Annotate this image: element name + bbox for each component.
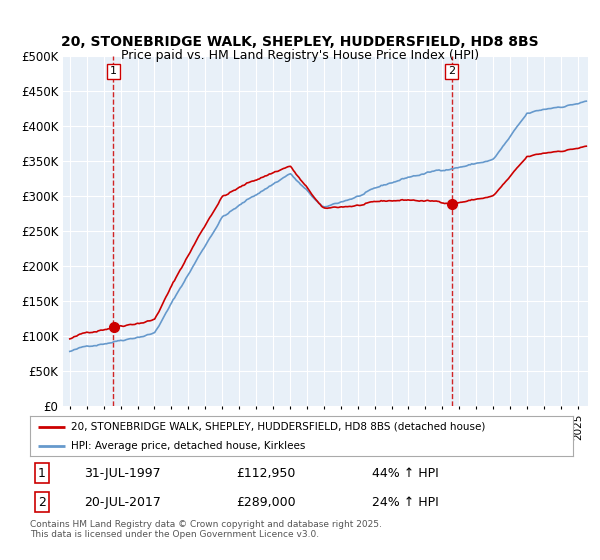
Text: 44% ↑ HPI: 44% ↑ HPI [372, 467, 439, 480]
Text: £289,000: £289,000 [236, 496, 296, 508]
Text: Contains HM Land Registry data © Crown copyright and database right 2025.
This d: Contains HM Land Registry data © Crown c… [30, 520, 382, 539]
Text: £112,950: £112,950 [236, 467, 296, 480]
Text: 2: 2 [448, 67, 455, 77]
Text: 31-JUL-1997: 31-JUL-1997 [85, 467, 161, 480]
Text: 20, STONEBRIDGE WALK, SHEPLEY, HUDDERSFIELD, HD8 8BS: 20, STONEBRIDGE WALK, SHEPLEY, HUDDERSFI… [61, 35, 539, 49]
Text: 20, STONEBRIDGE WALK, SHEPLEY, HUDDERSFIELD, HD8 8BS (detached house): 20, STONEBRIDGE WALK, SHEPLEY, HUDDERSFI… [71, 422, 485, 432]
Text: 2: 2 [38, 496, 46, 508]
Text: Price paid vs. HM Land Registry's House Price Index (HPI): Price paid vs. HM Land Registry's House … [121, 49, 479, 62]
Text: 20-JUL-2017: 20-JUL-2017 [85, 496, 161, 508]
Text: 24% ↑ HPI: 24% ↑ HPI [372, 496, 439, 508]
Text: 1: 1 [38, 467, 46, 480]
Text: HPI: Average price, detached house, Kirklees: HPI: Average price, detached house, Kirk… [71, 441, 305, 451]
Text: 1: 1 [110, 67, 117, 77]
